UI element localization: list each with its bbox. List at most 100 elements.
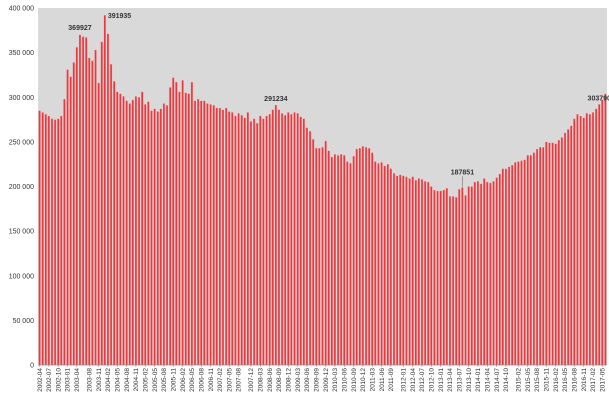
- bar: [467, 186, 470, 366]
- bar: [315, 147, 318, 366]
- bar: [125, 100, 128, 366]
- bar: [209, 104, 212, 366]
- x-tick-label: 2013-07: [457, 368, 464, 392]
- x-tick-label: 2004-08: [124, 368, 131, 392]
- x-tick-label: 2012-07: [419, 368, 426, 392]
- data-label: 303790: [588, 95, 609, 102]
- x-tick-label: 2005-08: [161, 368, 168, 392]
- bar: [458, 189, 461, 366]
- bar: [601, 99, 604, 366]
- bar: [277, 109, 281, 366]
- x-tick-label: 2009-12: [323, 368, 330, 392]
- x-tick-label: 2014-10: [503, 368, 510, 392]
- x-axis: 2002-04 2002-07 2002-10 2003-01 2003-04 2003-…: [37, 365, 609, 392]
- bar: [551, 142, 554, 366]
- bar: [284, 114, 287, 366]
- x-tick-label: 2006-02: [180, 368, 187, 392]
- x-tick-label: 2013-01: [438, 368, 445, 392]
- data-label: 187851: [451, 169, 474, 176]
- bar: [243, 117, 246, 366]
- bar: [94, 49, 97, 366]
- data-label: 291234: [264, 96, 287, 103]
- bar: [302, 118, 305, 366]
- bar: [548, 142, 551, 366]
- bar: [582, 117, 585, 366]
- bar: [529, 155, 532, 366]
- x-tick-label: 2007-05: [226, 368, 233, 392]
- bar: [535, 148, 539, 366]
- bar: [520, 160, 523, 366]
- x-tick-label: 2008-03: [258, 368, 265, 392]
- bar: [386, 164, 389, 366]
- bar: [225, 107, 228, 366]
- bar: [131, 99, 134, 366]
- bar: [507, 166, 511, 366]
- bar: [517, 161, 520, 366]
- bar: [169, 87, 172, 366]
- x-tick-label: 2010-09: [351, 368, 358, 392]
- x-tick-label: 2002-10: [55, 368, 62, 392]
- bar: [246, 112, 249, 366]
- bar: [411, 176, 414, 366]
- bar: [464, 195, 467, 366]
- bar: [495, 177, 498, 366]
- bar: [197, 98, 200, 366]
- bar: [532, 152, 536, 366]
- x-tick-label: 2010-12: [360, 368, 367, 392]
- bar: [165, 105, 169, 366]
- bar: [122, 96, 125, 366]
- y-tick-label: 300 000: [9, 95, 34, 102]
- bar: [41, 112, 44, 366]
- bar: [249, 121, 253, 366]
- bar: [296, 113, 299, 366]
- bar: [103, 15, 106, 366]
- bar: [262, 118, 265, 366]
- bar: [604, 93, 607, 366]
- bar: [305, 127, 309, 366]
- x-tick-label: 2012-10: [429, 368, 436, 392]
- bar: [445, 188, 448, 366]
- bar: [259, 115, 262, 366]
- x-tick-label: 2010-06: [341, 368, 348, 392]
- bar: [483, 178, 486, 366]
- x-tick-label: 2013-04: [447, 368, 454, 392]
- bar: [585, 113, 588, 366]
- bar: [414, 180, 417, 366]
- data-label: 369927: [68, 25, 91, 32]
- bar: [473, 181, 476, 366]
- bar: [206, 103, 209, 366]
- bar: [327, 150, 330, 366]
- bar: [452, 196, 455, 366]
- x-tick-label: 2016-02: [553, 368, 560, 392]
- x-tick-label: 2015-11: [544, 368, 551, 392]
- bar: [560, 137, 564, 366]
- bar: [280, 113, 284, 366]
- bar: [523, 159, 526, 366]
- bar: [461, 187, 464, 366]
- x-tick-label: 2002-07: [46, 368, 53, 392]
- bar: [436, 190, 439, 366]
- bar: [72, 62, 75, 366]
- y-tick-label: 400 000: [9, 6, 34, 13]
- bar: [420, 179, 424, 366]
- bar: [268, 114, 271, 366]
- bar: [221, 109, 225, 366]
- x-tick-label: 2008-09: [276, 368, 283, 392]
- bar: [567, 129, 570, 366]
- bar: [293, 112, 296, 366]
- bar: [147, 101, 150, 366]
- bar: [212, 105, 215, 366]
- bar: [175, 81, 178, 366]
- x-tick-label: 2012-04: [410, 368, 417, 392]
- bar: [476, 181, 480, 366]
- bar: [237, 113, 240, 366]
- bar: [172, 77, 175, 366]
- bar: [119, 93, 122, 366]
- bar: [97, 82, 100, 366]
- bar: [156, 111, 159, 366]
- bar: [69, 76, 72, 366]
- bar: [514, 162, 517, 366]
- y-tick-label: 50 000: [13, 318, 35, 325]
- bar: [399, 174, 402, 366]
- x-tick-label: 2004-05: [114, 368, 121, 392]
